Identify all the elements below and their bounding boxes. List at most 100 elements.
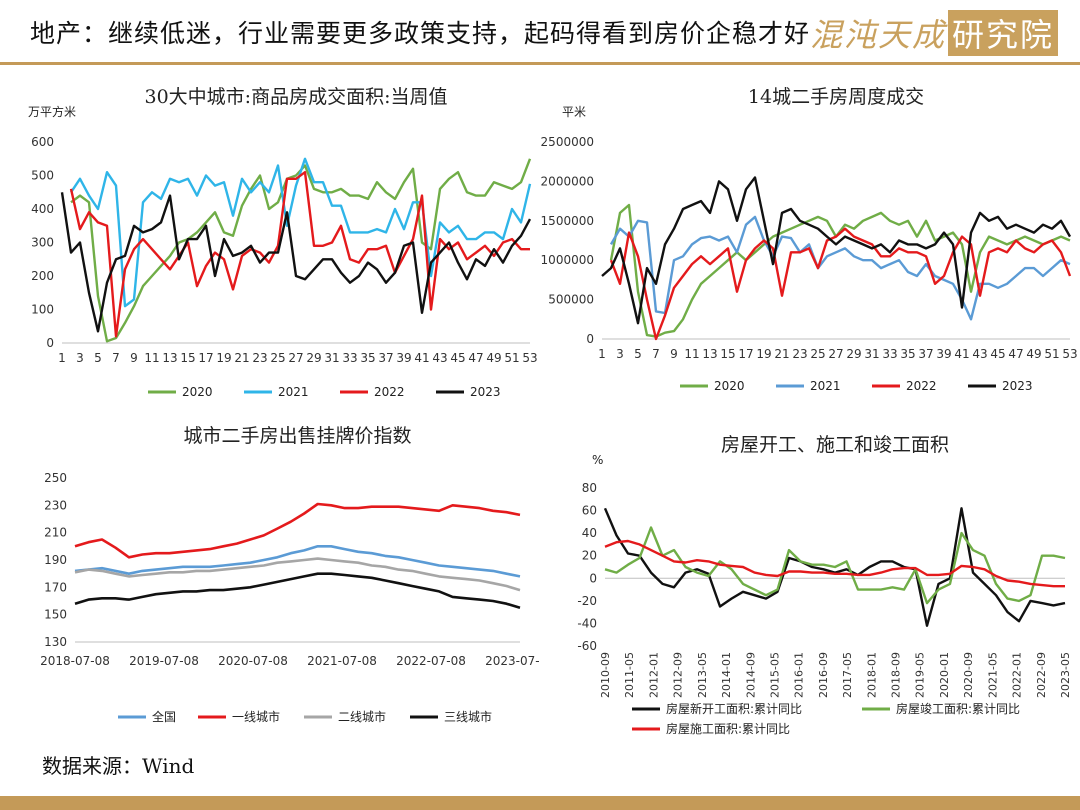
x-tick-label: 31 [324, 351, 339, 365]
y-tick-label: 600 [31, 135, 54, 149]
x-tick-label: 15 [180, 351, 195, 365]
x-tick-label: 17 [738, 347, 753, 361]
axis-unit-label: 万平方米 [28, 104, 76, 119]
y-tick-label: 300 [31, 236, 54, 250]
x-tick-label: 27 [288, 351, 303, 365]
x-tick-label: 2018-01 [865, 652, 878, 698]
x-tick-label: 53 [522, 351, 537, 365]
data-source: 数据来源：Wind [42, 754, 195, 778]
x-tick-label: 33 [882, 347, 897, 361]
brand-name: 混沌天成 [809, 16, 946, 54]
x-tick-label: 2012-01 [647, 652, 660, 698]
x-tick-label: 2016-09 [817, 652, 830, 698]
x-tick-label: 9 [670, 347, 678, 361]
x-tick-label: 49 [1026, 347, 1041, 361]
legend-label: 2022 [374, 385, 405, 399]
legend-label: 房屋施工面积:累计同比 [666, 721, 790, 736]
legend-label: 全国 [152, 709, 176, 724]
x-tick-label: 47 [468, 351, 483, 365]
legend-label: 2022 [906, 379, 937, 393]
x-tick-label: 15 [720, 347, 735, 361]
x-tick-label: 19 [756, 347, 771, 361]
series-line-2021 [609, 215, 1071, 321]
x-tick-label: 31 [864, 347, 879, 361]
y-tick-label: 230 [44, 498, 67, 512]
x-tick-label: 2019-07-08 [129, 654, 199, 668]
y-tick-label: 250 [44, 471, 67, 485]
x-tick-label: 49 [486, 351, 501, 365]
y-tick-label: 0 [589, 571, 597, 585]
chart-title: 房屋开工、施工和竣工面积 [721, 434, 949, 456]
legend-label: 房屋新开工面积:累计同比 [666, 701, 802, 716]
x-tick-label: 2014-01 [720, 652, 733, 698]
x-tick-label: 25 [810, 347, 825, 361]
chart-housing-start-construction-completion: 房屋开工、施工和竣工面积% -60 -40 -20 0 20 40 60 80 2010-09 20… [577, 434, 1072, 736]
legend-label: 2023 [470, 385, 501, 399]
x-tick-label: 45 [450, 351, 465, 365]
x-tick-label: 2022-09 [1035, 652, 1048, 698]
x-tick-label: 45 [990, 347, 1005, 361]
y-tick-label: 170 [44, 580, 67, 594]
x-tick-label: 2014-09 [744, 652, 757, 698]
x-tick-label: 7 [652, 347, 660, 361]
x-tick-label: 3 [616, 347, 624, 361]
legend-label: 三线城市 [444, 709, 492, 724]
x-tick-label: 3 [76, 351, 84, 365]
series-line-房屋竣工面积:累计同比 [604, 526, 1066, 605]
x-tick-label: 2013-05 [696, 652, 709, 698]
x-tick-label: 27 [828, 347, 843, 361]
x-tick-label: 9 [130, 351, 138, 365]
x-tick-label: 47 [1008, 347, 1023, 361]
y-tick-label: 1500000 [541, 214, 594, 228]
x-tick-label: 51 [504, 351, 519, 365]
legend-label: 2021 [278, 385, 309, 399]
x-tick-label: 35 [900, 347, 915, 361]
chart-second-hand-listing-index: 城市二手房出售挂牌价指数 130 150 170 190 210 230 250 2018-07… [40, 425, 540, 724]
x-tick-label: 29 [306, 351, 321, 365]
brand-box: 研究院 [947, 10, 1058, 56]
x-tick-label: 2023-07-08 [485, 654, 540, 668]
x-tick-label: 5 [634, 347, 642, 361]
x-tick-label: 43 [432, 351, 447, 365]
x-tick-label: 19 [216, 351, 231, 365]
x-tick-label: 7 [112, 351, 120, 365]
y-tick-label: 60 [582, 504, 597, 518]
y-tick-label: 0 [586, 332, 594, 346]
x-tick-label: 39 [396, 351, 411, 365]
series-line-2023 [601, 176, 1072, 325]
y-tick-label: 500 [31, 169, 54, 183]
y-tick-label: 130 [44, 635, 67, 649]
x-tick-label: 37 [378, 351, 393, 365]
y-tick-label: 100 [31, 303, 54, 317]
x-tick-label: 23 [792, 347, 807, 361]
x-tick-label: 2020-09 [962, 652, 975, 698]
y-tick-label: 2000000 [541, 174, 594, 188]
x-tick-label: 2018-07-08 [40, 654, 110, 668]
y-tick-label: 150 [44, 608, 67, 622]
x-tick-label: 2021-05 [986, 652, 999, 698]
x-tick-label: 25 [270, 351, 285, 365]
legend-label: 一线城市 [232, 709, 280, 724]
series-line-一线城市 [74, 502, 521, 559]
y-tick-label: 200 [31, 269, 54, 283]
series-line-2023 [60, 192, 532, 333]
axis-unit-label: 平米 [562, 105, 586, 119]
y-tick-label: 2500000 [541, 135, 594, 149]
y-tick-label: -40 [577, 616, 597, 630]
series-line-三线城市 [74, 572, 521, 610]
series-line-2022 [609, 227, 1072, 341]
x-tick-label: 2011-05 [623, 652, 636, 698]
series-line-全国 [74, 545, 521, 578]
x-tick-label: 1 [58, 351, 66, 365]
chart-title: 城市二手房出售挂牌价指数 [183, 425, 411, 447]
y-tick-label: 40 [582, 526, 597, 540]
series-line-2022 [69, 171, 530, 338]
x-tick-label: 13 [702, 347, 717, 361]
series-line-2021 [70, 157, 532, 308]
y-tick-label: -20 [577, 594, 597, 608]
x-tick-label: 2019-05 [914, 652, 927, 698]
x-tick-label: 21 [234, 351, 249, 365]
x-tick-label: 43 [972, 347, 987, 361]
header-rule [0, 62, 1080, 65]
